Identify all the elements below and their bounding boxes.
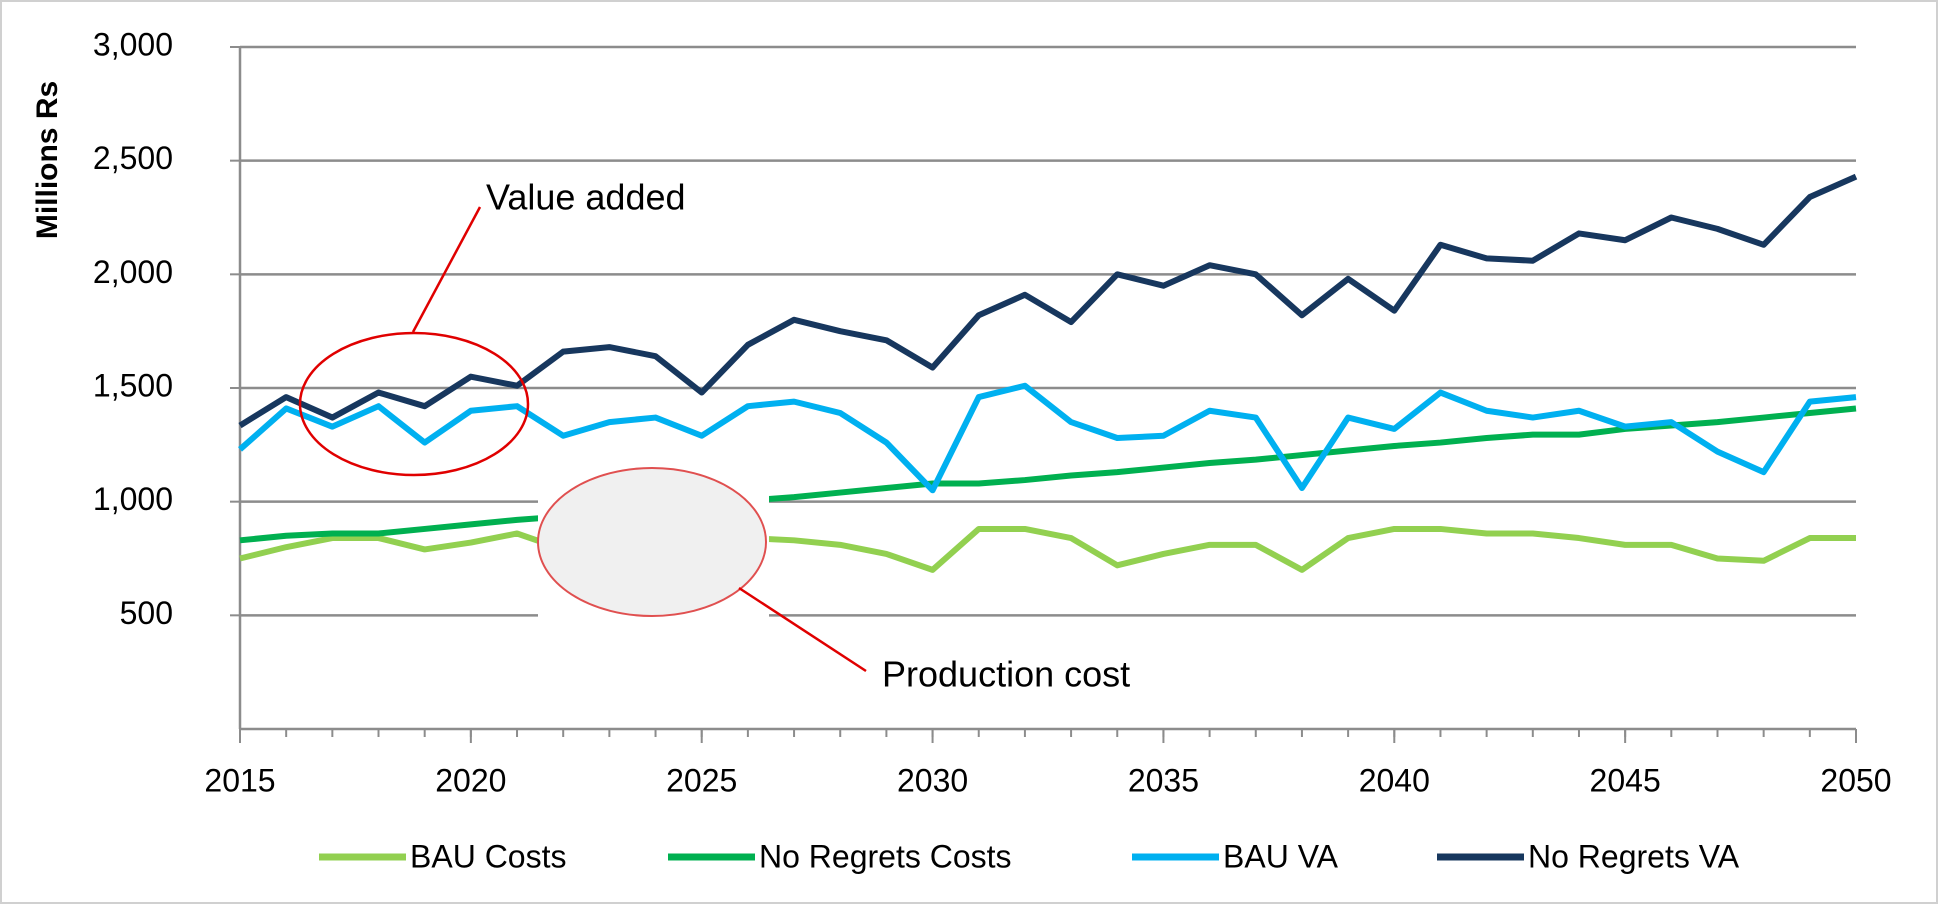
x-tick-label: 2015 [204,762,275,798]
series-line [239,405,1857,544]
annotation-arrow [411,206,482,333]
series-line [238,382,1857,494]
grid: 500 1,000 1,500 2,000 2,500 3,000 2015 2020 2025… [93,26,1892,798]
annotation-ellipse [298,331,530,477]
x-tick-label: 2045 [1590,762,1661,798]
x-tick-label: 2030 [897,762,968,798]
legend-label: No Regrets VA [1528,838,1740,874]
legend-label: No Regrets Costs [759,838,1012,874]
legend-label: BAU Costs [410,838,566,874]
x-tick-label: 2050 [1820,762,1891,798]
annotation-text: Production cost [882,654,1130,695]
legend: BAU Costs No Regrets Costs BAU VA No Regret… [319,838,1740,874]
y-tick-label: 3,000 [93,26,173,62]
annotation-ellipse [537,467,767,617]
annotation-arrow [738,586,867,673]
x-tick-label: 2025 [666,762,737,798]
series-line [239,525,1856,573]
y-tick-label: 2,500 [93,140,173,176]
x-tick-label: 2040 [1359,762,1430,798]
legend-label: BAU VA [1223,838,1339,874]
series-line [238,173,1858,429]
y-tick-label: 1,000 [93,481,173,517]
x-tick-label: 2020 [435,762,506,798]
y-tick-label: 500 [120,595,173,631]
series-lines [238,173,1858,573]
x-tick-label: 2035 [1128,762,1199,798]
y-tick-label: 2,000 [93,254,173,290]
y-axis-label: Millions Rs [31,81,64,239]
y-tick-label: 1,500 [93,367,173,403]
annotations: Value added Production cost [298,177,1130,695]
annotation-text: Value added [486,177,686,218]
